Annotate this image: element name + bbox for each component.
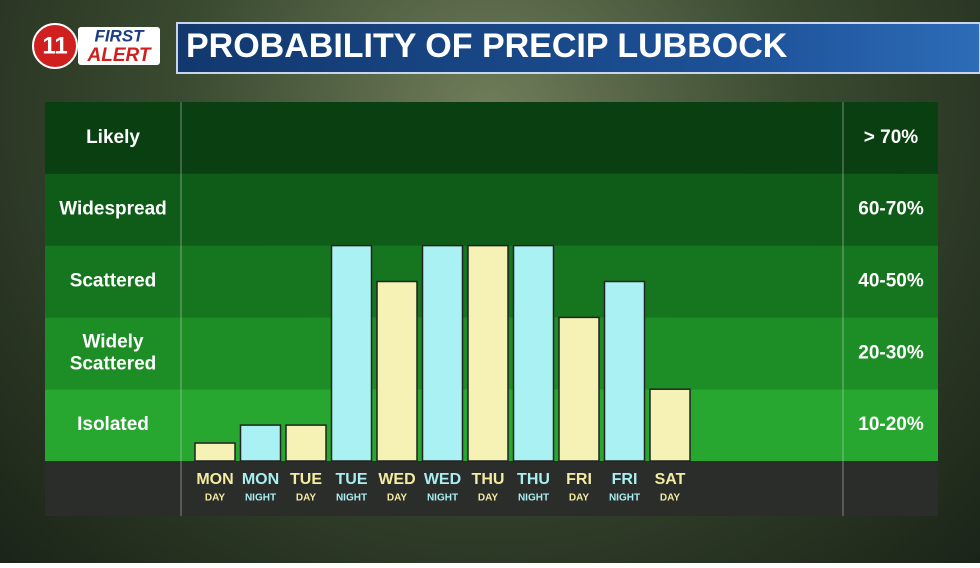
x-tick-label: WED	[378, 471, 415, 488]
bar	[512, 244, 555, 462]
x-tick-label: THU	[517, 471, 550, 488]
bar	[239, 424, 282, 462]
logo-number: 11	[42, 32, 67, 59]
x-tick-sublabel: DAY	[660, 493, 681, 504]
chart-title: PROBABILITY OF PRECIP LUBBOCK	[186, 27, 788, 65]
bar	[603, 280, 646, 462]
band-label-line: Scattered	[70, 353, 157, 374]
band-range: 10-20%	[858, 414, 924, 435]
x-tick-sublabel: NIGHT	[336, 493, 367, 504]
band-label: Isolated	[77, 414, 149, 435]
title-bar	[176, 22, 980, 74]
x-tick-label: MON	[242, 471, 279, 488]
x-tick-label: WED	[424, 471, 461, 488]
x-tick-sublabel: DAY	[296, 493, 317, 504]
band-label: Widespread	[59, 199, 167, 220]
x-tick-sublabel: DAY	[387, 493, 408, 504]
band-range: 40-50%	[858, 271, 924, 292]
x-tick-label: TUE	[290, 471, 322, 488]
bar	[330, 244, 373, 462]
band-label: Likely	[86, 127, 140, 148]
x-tick-sublabel: DAY	[569, 493, 590, 504]
band-range: > 70%	[864, 127, 919, 148]
logo-box	[78, 27, 160, 65]
logo-circle	[32, 23, 78, 69]
x-tick-label: FRI	[566, 471, 592, 488]
x-tick-sublabel: NIGHT	[245, 493, 276, 504]
x-tick-label: FRI	[612, 471, 638, 488]
bar	[649, 388, 691, 462]
x-tick-label: THU	[472, 471, 505, 488]
bar	[376, 280, 418, 462]
bar	[558, 316, 600, 462]
band-label: Widely Scattered	[70, 331, 157, 374]
logo-line2: ALERT	[87, 45, 152, 66]
band-label: Scattered	[70, 271, 157, 292]
x-tick-label: TUE	[336, 471, 368, 488]
logo-line1: FIRST	[94, 26, 145, 45]
band	[45, 173, 938, 246]
x-tick-label: SAT	[655, 471, 686, 488]
bar	[194, 442, 236, 462]
band-range: 60-70%	[858, 199, 924, 220]
x-tick-sublabel: NIGHT	[427, 493, 458, 504]
band	[45, 102, 938, 174]
x-tick-sublabel: NIGHT	[518, 493, 549, 504]
x-tick-sublabel: DAY	[478, 493, 499, 504]
x-tick-sublabel: DAY	[205, 493, 226, 504]
bar	[421, 244, 464, 462]
category-strip	[45, 461, 938, 516]
bar	[285, 424, 327, 462]
x-tick-sublabel: NIGHT	[609, 493, 640, 504]
bar	[467, 244, 509, 462]
x-tick-label: MON	[196, 471, 233, 488]
band-range: 20-30%	[858, 342, 924, 363]
band-label-line: Widely	[82, 331, 143, 352]
